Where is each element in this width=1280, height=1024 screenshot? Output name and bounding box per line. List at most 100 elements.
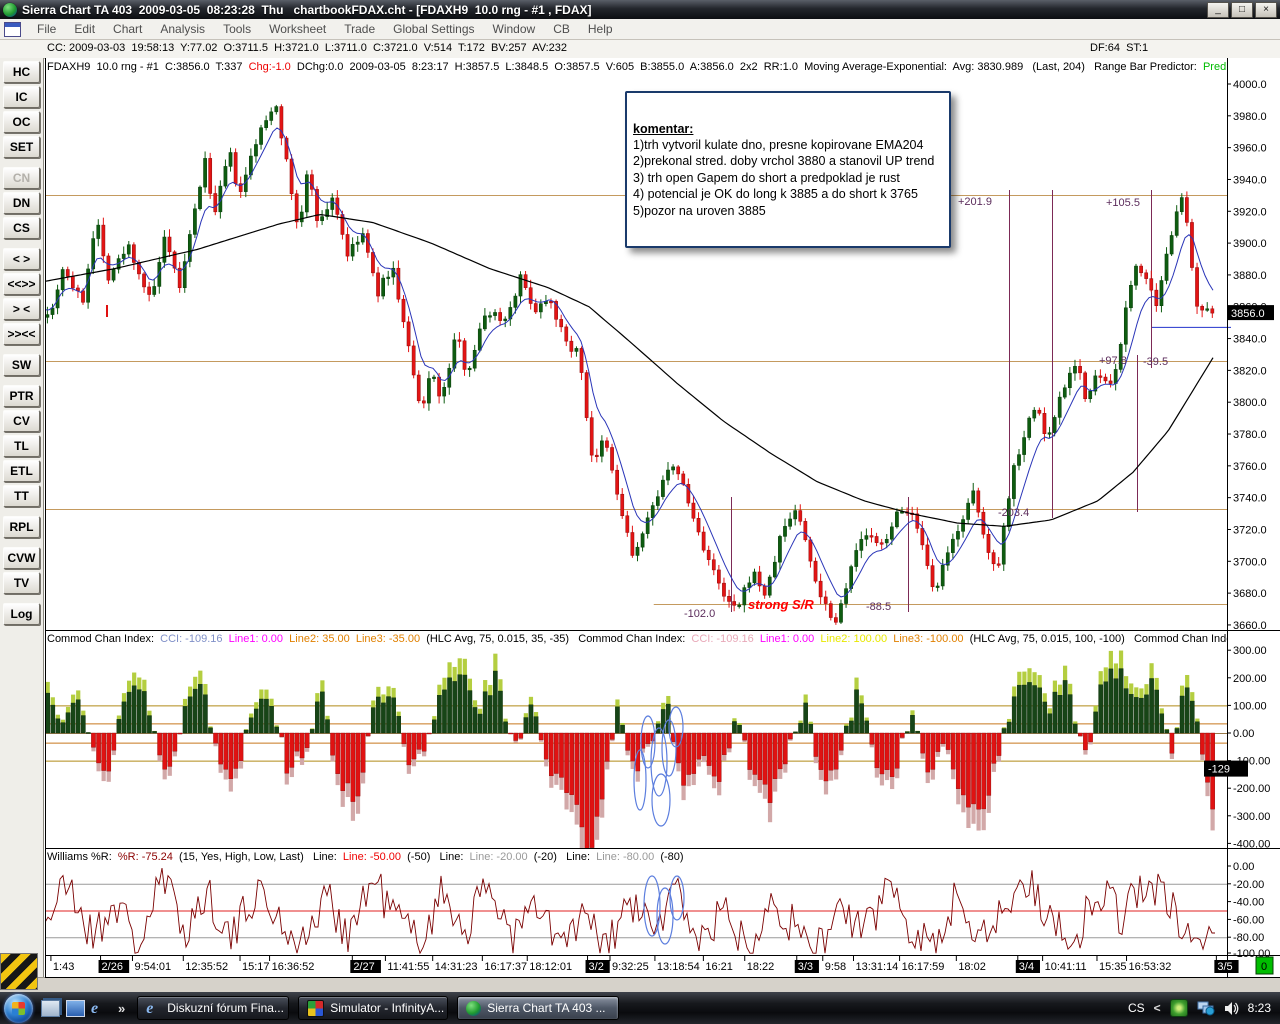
toolbar-button-rpl[interactable]: RPL: [3, 516, 40, 538]
svg-text:3/4: 3/4: [1019, 961, 1034, 973]
toolbar-button-tv[interactable]: TV: [3, 572, 40, 594]
svg-text:3856.0: 3856.0: [1231, 308, 1265, 320]
simulator-icon: [307, 999, 325, 1017]
ie-quicklaunch-icon[interactable]: e: [91, 999, 99, 1017]
svg-text:2/26: 2/26: [102, 961, 123, 973]
chart-region[interactable]: FDAXH9 10.0 rng - #1 C:3856.0 T:337 Chg:…: [45, 58, 1280, 977]
svg-text:14:31:23: 14:31:23: [435, 961, 478, 973]
header-segment: Williams %R:: [47, 851, 118, 863]
wpr-guide-lines: [45, 883, 1227, 939]
hazard-stripe-indicator: [0, 953, 38, 990]
menu-item-analysis[interactable]: Analysis: [160, 22, 206, 36]
svg-text:10:41:11: 10:41:11: [1045, 961, 1087, 973]
svg-text:-203.4: -203.4: [998, 507, 1029, 519]
toolbar-button-oc[interactable]: OC: [3, 111, 40, 133]
close-button[interactable]: ×: [1255, 1, 1277, 18]
svg-text:3820.0: 3820.0: [1233, 365, 1267, 377]
tray-expand-chevron[interactable]: <: [1153, 1001, 1161, 1015]
maximize-button[interactable]: □: [1231, 1, 1253, 18]
toolbar-button-log[interactable]: Log: [3, 603, 40, 625]
svg-text:3720.0: 3720.0: [1233, 524, 1267, 536]
crosshair-ohlc-readout: CC: 2009-03-03 19:58:13 Y:77.02 O:3711.5…: [47, 42, 568, 54]
start-button[interactable]: [4, 993, 33, 1023]
svg-text:13:31:14: 13:31:14: [855, 961, 898, 973]
toolbar-button-expand-more[interactable]: <<>>: [3, 273, 40, 295]
chart-comment-note[interactable]: komentar: 1)trh vytvoril kulate dno, pre…: [625, 91, 951, 248]
svg-text:3/5: 3/5: [1217, 961, 1232, 973]
toolbar-button-ic[interactable]: IC: [3, 86, 40, 108]
menu-item-help[interactable]: Help: [587, 22, 613, 36]
toolbar-button-cvw[interactable]: CVW: [3, 547, 40, 569]
header-segment: Line: -20.00: [469, 851, 534, 863]
menu-item-file[interactable]: File: [37, 22, 57, 36]
header-segment: (HLC Avg, 75, 0.015, 35, -35): [426, 633, 579, 645]
comment-line: 4) potencial je OK do long k 3885 a do s…: [633, 187, 918, 202]
svg-text:11:41:55: 11:41:55: [387, 961, 429, 973]
toolbar-button-expand[interactable]: < >: [3, 248, 40, 270]
menu-item-tools[interactable]: Tools: [223, 22, 252, 36]
svg-text:3680.0: 3680.0: [1233, 588, 1267, 600]
svg-text:0: 0: [1261, 961, 1267, 973]
svg-text:3780.0: 3780.0: [1233, 429, 1267, 441]
menu-item-global-settings[interactable]: Global Settings: [393, 22, 475, 36]
toolbar-button-ptr[interactable]: PTR: [3, 385, 40, 407]
header-segment: (-50): [407, 851, 440, 863]
header-segment: (-20): [533, 851, 567, 863]
toolbar-button-tt[interactable]: TT: [3, 485, 40, 507]
toolbar-button-dn[interactable]: DN: [3, 192, 40, 214]
measurement-labels: +201.9 +105.5 +97.8 -39.5 -203.4 -102.0 -88.5: [684, 196, 1168, 620]
wpr-line-layer: [45, 868, 1215, 955]
svg-text:-39.5: -39.5: [1143, 356, 1168, 368]
volume-tray-icon[interactable]: [1224, 1001, 1239, 1016]
svg-text:200.00: 200.00: [1233, 673, 1267, 685]
comment-title: komentar:: [633, 122, 694, 136]
menu-bar: File Edit Chart Analysis Tools Worksheet Trade…: [0, 19, 1280, 40]
toolbar-button-etl[interactable]: ETL: [3, 460, 40, 482]
language-indicator[interactable]: CS: [1127, 1001, 1145, 1015]
toolbar-button-cs[interactable]: CS: [3, 217, 40, 239]
svg-text:16:36:52: 16:36:52: [272, 961, 315, 973]
menu-item-cb[interactable]: CB: [553, 22, 570, 36]
toolbar-button-set[interactable]: SET: [3, 136, 40, 158]
svg-text:3980.0: 3980.0: [1233, 111, 1267, 123]
antivirus-tray-icon[interactable]: [1169, 999, 1188, 1017]
window-switcher-icon[interactable]: [66, 999, 85, 1017]
svg-text:18:22: 18:22: [747, 961, 775, 973]
minimize-button[interactable]: _: [1207, 1, 1229, 18]
toolbar-button-hc[interactable]: HC: [3, 61, 40, 83]
menu-item-trade[interactable]: Trade: [344, 22, 376, 36]
show-desktop-icon[interactable]: [41, 999, 60, 1017]
header-segment: Line: -50.00: [342, 851, 408, 863]
toolbar-button-tl[interactable]: TL: [3, 435, 40, 457]
quicklaunch-overflow-chevron[interactable]: »: [118, 1000, 126, 1016]
toolbar-button-compress-more[interactable]: >><<: [3, 323, 40, 345]
toolbar-button-compress[interactable]: > <: [3, 298, 40, 320]
menu-item-edit[interactable]: Edit: [74, 22, 96, 36]
menu-item-chart[interactable]: Chart: [113, 22, 143, 36]
menu-item-window[interactable]: Window: [492, 22, 536, 36]
chart-window-icon[interactable]: [4, 21, 21, 37]
svg-text:3800.0: 3800.0: [1233, 397, 1267, 409]
red-tick-marker: [106, 305, 108, 317]
svg-text:-400.00: -400.00: [1233, 838, 1270, 850]
task-button-simulator[interactable]: Simulator - InfinityA...: [298, 996, 449, 1020]
svg-text:16:21: 16:21: [705, 961, 733, 973]
toolbar-button-cn[interactable]: CN: [3, 167, 40, 189]
price-graph-header: FDAXH9 10.0 rng - #1 C:3856.0 T:337 Chg:…: [47, 61, 1227, 73]
task-button-sierra-chart[interactable]: Sierra Chart TA 403 ...: [457, 996, 620, 1020]
network-tray-icon[interactable]: [1197, 1000, 1215, 1016]
svg-text:1:43: 1:43: [53, 961, 74, 973]
toolbar-button-sw[interactable]: SW: [3, 354, 40, 376]
svg-text:3960.0: 3960.0: [1233, 143, 1267, 155]
left-toolbar: HC IC OC SET CN DN CS < > <<>> > < >><< SW PTR CV TL ET…: [0, 58, 44, 977]
svg-text:3/2: 3/2: [589, 961, 604, 973]
clock: 8:23: [1247, 1001, 1271, 1015]
toolbar-button-cv[interactable]: CV: [3, 410, 40, 432]
task-button-forum[interactable]: e Diskuzní fórum Fina...: [137, 996, 290, 1020]
header-segment: Line2: 35.00: [289, 633, 356, 645]
header-segment: Commod Chan Index:: [578, 633, 692, 645]
svg-text:-102.0: -102.0: [684, 608, 715, 620]
menu-item-worksheet[interactable]: Worksheet: [269, 22, 327, 36]
